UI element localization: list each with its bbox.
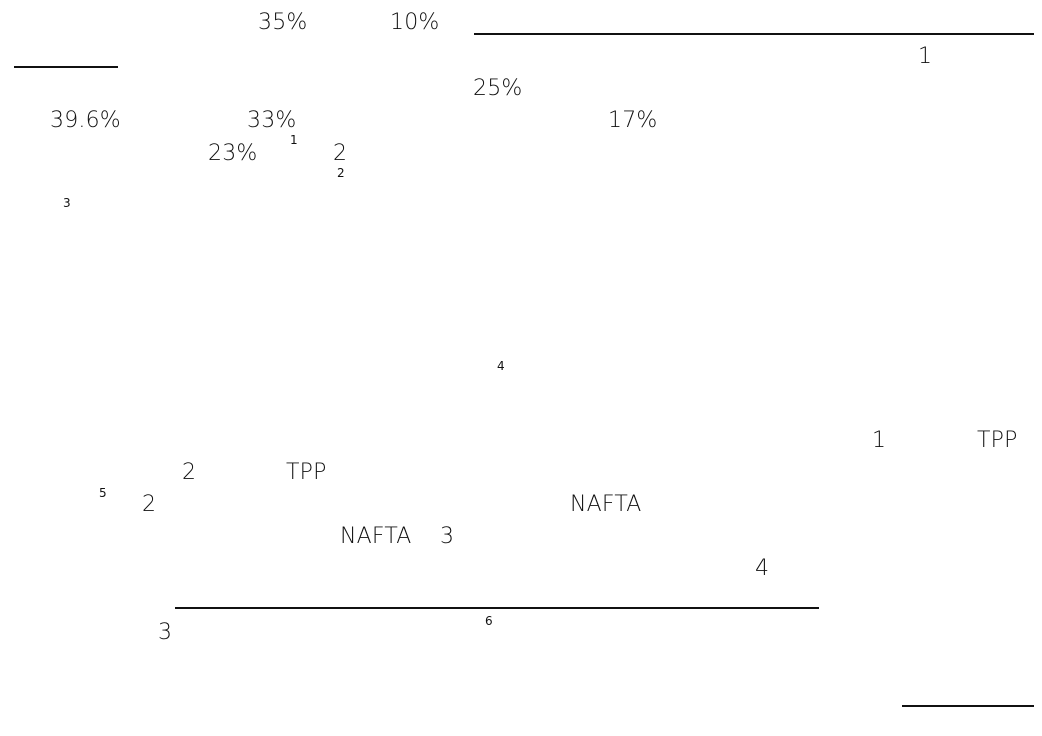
percentage-25: 25%	[473, 76, 523, 101]
percentage-17: 17%	[608, 108, 658, 133]
number-2: 2	[182, 460, 197, 485]
number-3: 3	[440, 524, 455, 549]
percentage-10: 10%	[390, 10, 440, 35]
percentage-39-6: 39.6%	[50, 108, 121, 133]
acronym-tpp: TPP	[286, 460, 327, 485]
underline-rule	[474, 33, 1034, 35]
footnote-marker-6: 6	[485, 614, 493, 628]
number-1: 1	[918, 44, 933, 69]
acronym-nafta: NAFTA	[570, 492, 642, 517]
underline-rule	[14, 66, 118, 68]
number-3: 3	[158, 620, 173, 645]
footnote-marker-4: 4	[497, 359, 505, 373]
footnote-marker-1: 1	[290, 133, 298, 147]
number-2: 2	[142, 492, 157, 517]
percentage-23: 23%	[208, 141, 258, 166]
acronym-nafta: NAFTA	[340, 524, 412, 549]
underline-rule	[902, 705, 1034, 707]
footnote-marker-2: 2	[337, 166, 345, 180]
acronym-tpp: TPP	[977, 428, 1018, 453]
number-1: 1	[872, 428, 887, 453]
number-4: 4	[755, 556, 770, 581]
footnote-marker-3: 3	[63, 196, 71, 210]
percentage-33: 33%	[247, 108, 297, 133]
percentage-35: 35%	[258, 10, 308, 35]
footnote-marker-5: 5	[99, 486, 107, 500]
number-2: 2	[333, 141, 348, 166]
underline-rule	[175, 607, 819, 609]
